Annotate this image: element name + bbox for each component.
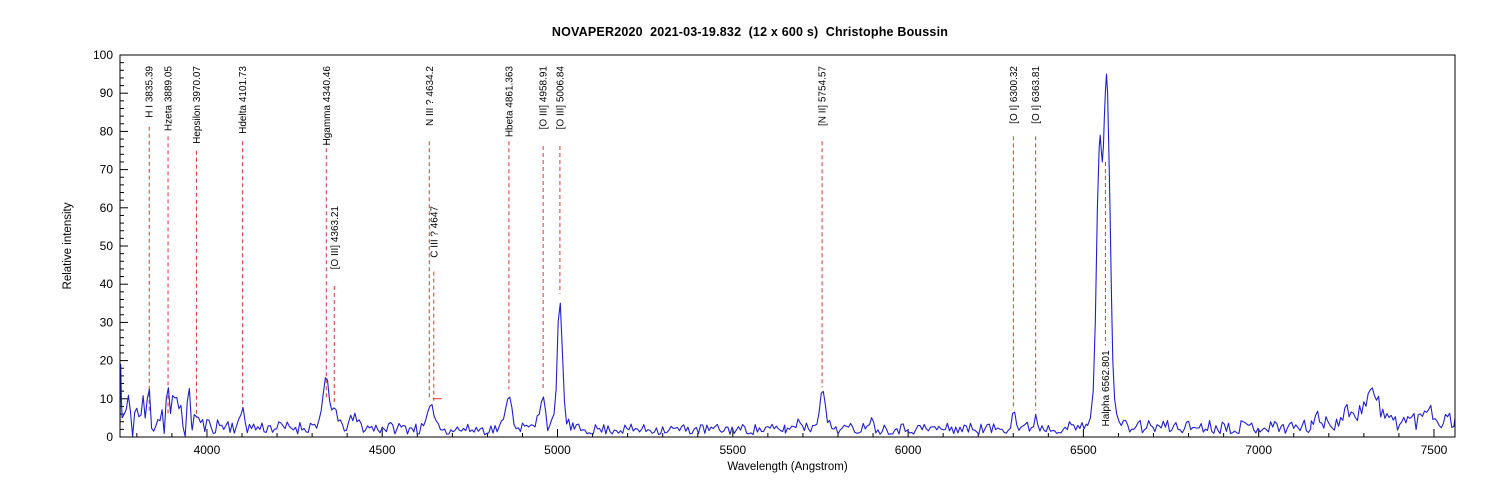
y-axis-tick-label: 90 <box>100 86 114 100</box>
emission-line-label: [O I] 6363.81 <box>1031 66 1042 124</box>
y-axis-tick-label: 70 <box>100 163 114 177</box>
emission-line-label: Hepsilon 3970.07 <box>192 66 203 144</box>
y-axis-tick-label: 0 <box>106 430 113 444</box>
y-axis-tick-label: 30 <box>100 315 114 329</box>
emission-line-label: Hdelta 4101.73 <box>238 66 249 134</box>
emission-line-label: N III ? 4634.2 <box>425 66 436 126</box>
y-axis-tick-label: 50 <box>100 239 114 253</box>
emission-line-label: [N II] 5754.57 <box>818 66 829 126</box>
x-axis-tick-label: 5000 <box>544 443 571 457</box>
emission-line-label: Hzeta 3889.05 <box>164 66 175 131</box>
x-axis-tick-label: 4000 <box>194 443 221 457</box>
emission-line-label: [O I] 6300.32 <box>1009 66 1020 124</box>
emission-line-label: Hbeta 4861.363 <box>504 66 515 138</box>
emission-line-label: [O III] 4958.91 <box>539 66 550 130</box>
emission-line-label: C III ? 4647 <box>429 206 440 258</box>
emission-line-label: Hgamma 4340.46 <box>322 66 333 146</box>
plot-frame <box>119 54 1456 438</box>
x-axis-tick-label: 6000 <box>895 443 922 457</box>
y-axis-tick-label: 20 <box>100 354 114 368</box>
emission-line-label: H I 3835.39 <box>145 66 156 118</box>
x-axis-title: Wavelength (Angstrom) <box>727 461 848 473</box>
x-axis-tick-label: 7500 <box>1421 443 1448 457</box>
y-axis-tick-label: 80 <box>100 124 114 138</box>
x-axis-tick-label: 7000 <box>1245 443 1272 457</box>
x-axis-tick-label: 4500 <box>369 443 396 457</box>
y-axis-tick-label: 100 <box>93 48 113 62</box>
y-axis-tick-label: 40 <box>100 277 114 291</box>
y-axis-tick-label: 60 <box>100 201 114 215</box>
x-axis-tick-label: 6500 <box>1070 443 1097 457</box>
emission-line-label: [O III] 4363.21 <box>330 206 341 270</box>
y-axis-tick-label: 10 <box>100 392 114 406</box>
chart-title: NOVAPER2020 2021-03-19.832 (12 x 600 s) … <box>551 25 949 39</box>
x-axis-tick-label: 5500 <box>719 443 746 457</box>
spectrum-line <box>119 73 1456 437</box>
emission-line-label: [O III] 5006.84 <box>555 66 566 130</box>
emission-line-label: Halpha 6562.801 <box>1101 350 1112 427</box>
